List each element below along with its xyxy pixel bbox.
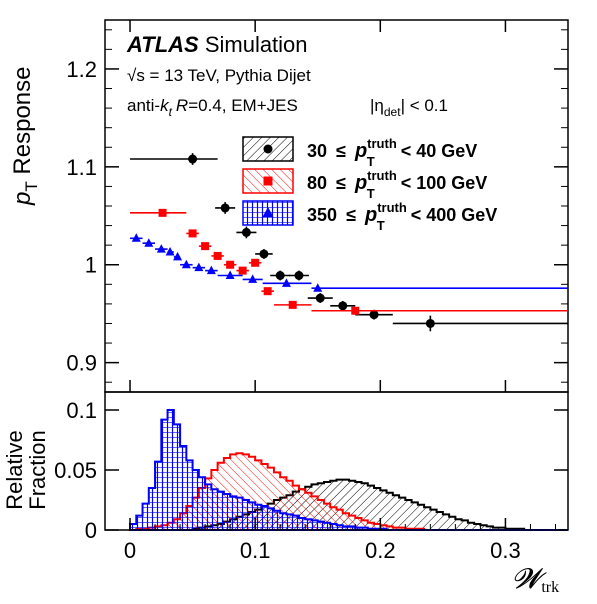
response-point [173,251,183,261]
atlas-brand-suffix: Simulation [199,32,308,57]
response-point [248,274,258,283]
response-point [288,300,297,309]
legend-entry-30-40: 30 ≤ ptruth T< 40 GeV [242,136,477,169]
response-y-tick-label: 1 [85,253,97,278]
response-series-0 [130,153,568,332]
fraction-y-tick-label: 0.05 [54,458,97,483]
response-point [338,301,348,311]
response-point [188,229,197,238]
fraction-y-ticks: 0 0.05 0.1 [54,398,568,543]
eta-annotation: |ηdet| < 0.1 [370,96,448,119]
fraction-x-tick-label: 0.1 [240,538,271,563]
response-point [241,227,251,237]
fraction-x-tick-label: 0 [124,538,136,563]
fraction-y-tick-label: 0.1 [66,398,97,423]
response-y-tick-label: 1.2 [66,57,97,82]
response-point [251,258,260,267]
response-point [275,271,285,281]
fraction-x-ticks: 0 0.1 0.2 0.3 [124,518,556,563]
fraction-x-tick-label: 0.3 [490,538,521,563]
response-point [131,233,141,242]
response-point [144,238,154,247]
fraction-series [129,409,568,531]
response-point [158,208,167,217]
response-point [369,310,379,320]
response-y-tick-label: 1.1 [66,155,97,180]
legend-entry-80-100: 80 ≤ ptruth T< 100 GeV [242,168,487,201]
response-point [194,262,204,272]
response-series [130,153,568,332]
response-point [206,265,216,275]
response-point [226,260,235,269]
response-point [313,283,323,292]
response-point [156,244,166,253]
svg-text:80 ≤ ptrut: 80 ≤ ptruth T< 100 GeV [307,168,487,201]
response-point [213,251,222,260]
legend-entry-350-400: 350 ≤ ptruth T< 400 GeV [242,200,497,233]
response-point [315,293,325,303]
jet-algorithm-annotation: anti-kt R=0.4, EM+JES [127,96,298,119]
svg-text:30 ≤ ptrut: 30 ≤ ptruth T< 40 GeV [307,136,477,169]
response-point [238,266,247,275]
response-point [220,203,230,213]
response-y-tick-label: 0.9 [66,351,97,376]
fraction-y-axis-title-line1: Relative [2,430,27,509]
response-point [259,249,269,259]
fraction-plot-frame [104,391,569,531]
response-point [281,278,291,287]
response-point [294,271,304,281]
fraction-y-tick-label: 0 [85,518,97,543]
response-panel: 0.911.11.2 pT Response ATLAS Simulation … [9,19,569,393]
svg-text:350 ≤ ptru: 350 ≤ ptruth T< 400 GeV [307,200,497,233]
fraction-panel: 0 0.05 0.1 0 0.1 0.2 0.3 Relative Fraction 𝓦t… [2,391,569,596]
atlas-label: ATLAS Simulation [126,32,308,57]
response-point [201,242,210,251]
response-point [425,318,435,328]
fraction-x-tick-label: 0.2 [365,538,396,563]
atlas-brand: ATLAS [126,32,199,57]
response-point [165,247,175,256]
legend: 30 ≤ ptruth T< 40 GeV 80 ≤ ptruth T< 100 G… [242,136,497,233]
x-axis-title: 𝓦trk [512,562,559,596]
response-point [188,154,198,164]
response-series-1 [130,208,568,315]
response-point [225,270,235,280]
response-y-ticks: 0.9 1 1.1 1.2 [66,20,568,392]
response-series-2 [130,233,568,292]
response-point [351,306,360,315]
response-point [181,259,191,269]
response-y-axis-title: pT Response [9,67,41,207]
fraction-y-axis-title-line2: Fraction [25,430,50,509]
response-point [263,287,272,296]
energy-annotation: √s = 13 TeV, Pythia Dijet [127,66,311,85]
